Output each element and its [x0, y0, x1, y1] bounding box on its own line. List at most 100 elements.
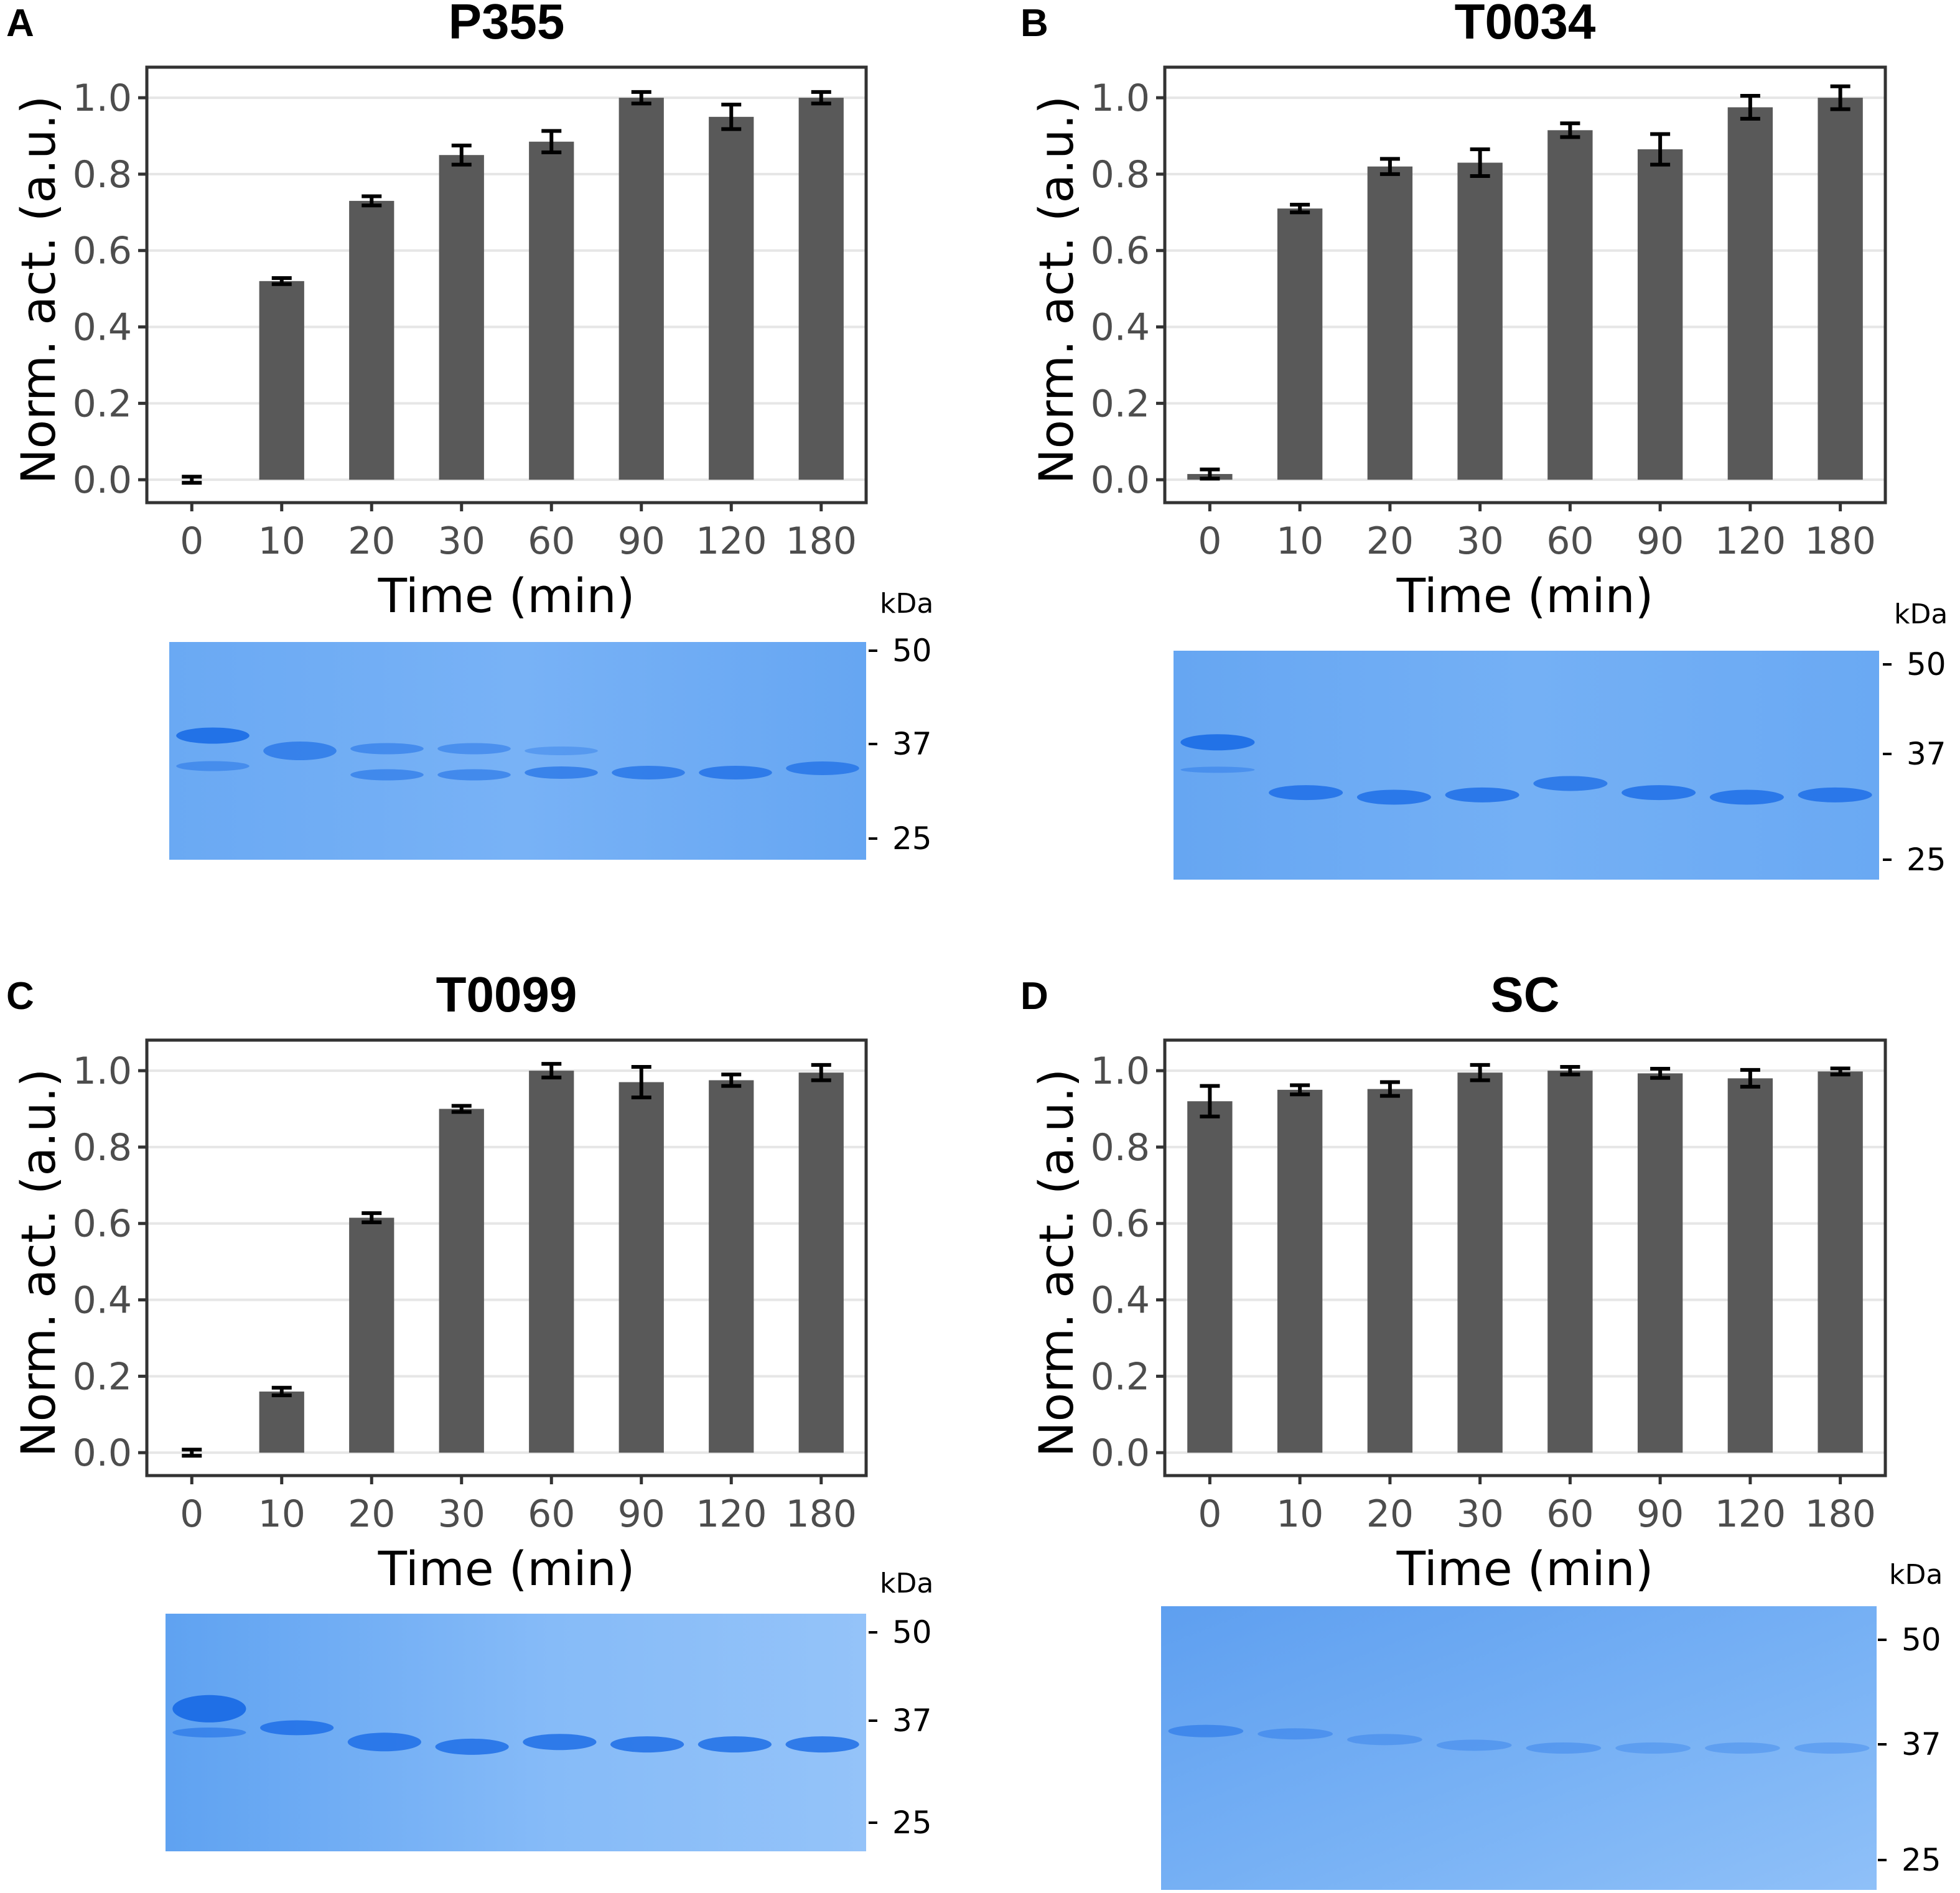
y-tick-label: 0.2: [1091, 382, 1150, 426]
error-bar-10: [271, 276, 292, 286]
y-tick-label: 0.2: [73, 1355, 132, 1398]
x-tick-label: 90: [618, 1492, 665, 1536]
x-tick-label: 30: [1456, 1492, 1503, 1536]
bar-30: [439, 1109, 484, 1453]
x-tick-label: 60: [528, 1492, 575, 1536]
gel-band: [698, 1736, 772, 1753]
x-tick-label: 180: [1804, 519, 1876, 563]
gel-band: [172, 1728, 246, 1737]
x-tick-label: 20: [348, 1492, 395, 1536]
y-tick-label: 1.0: [1091, 1049, 1150, 1093]
x-tick-label: 30: [1456, 519, 1503, 563]
y-tick-label: 1.0: [73, 1049, 132, 1093]
chart-title: T0099: [436, 967, 577, 1022]
error-bar-0: [182, 1448, 202, 1458]
x-axis-label: Time (min): [378, 568, 635, 623]
x-tick-label: 10: [1276, 519, 1323, 563]
y-axis-label: Norm. act. (a.u.): [1029, 1069, 1084, 1457]
y-tick-label: 0.4: [73, 1279, 132, 1323]
y-tick-label: 0.6: [1091, 1202, 1150, 1246]
x-tick-label: 0: [1198, 519, 1221, 563]
chart-title: P355: [449, 0, 565, 49]
bar-90: [618, 98, 664, 480]
y-tick-label: 0.6: [1091, 230, 1150, 273]
panel-letter: B: [1020, 2, 1048, 45]
gel-marker-25: 25: [1902, 1842, 1941, 1878]
bar-90: [1637, 149, 1683, 480]
gel-image: [1161, 1606, 1877, 1890]
plot-frame: [145, 1038, 868, 1477]
error-bar-20: [1379, 157, 1400, 176]
bar-30: [1457, 162, 1503, 480]
error-bar-60: [1560, 121, 1580, 139]
bar-60: [529, 1071, 574, 1453]
gel-band: [1705, 1742, 1780, 1754]
y-axis-label: Norm. act. (a.u.): [11, 96, 66, 484]
error-bar-180: [1830, 84, 1850, 111]
y-tick-label: 0.8: [73, 153, 132, 197]
bar-90: [1637, 1073, 1683, 1453]
bar-60: [529, 141, 574, 480]
gel-band: [1526, 1742, 1602, 1754]
x-tick-label: 90: [1636, 519, 1684, 563]
x-tick-label: 10: [1276, 1492, 1323, 1536]
bar-180: [1818, 98, 1863, 480]
error-bar-180: [1830, 1066, 1850, 1077]
y-tick-label: 0.8: [1091, 1126, 1150, 1170]
error-bar-20: [362, 1211, 382, 1224]
error-bar-0: [1200, 467, 1220, 481]
bar-30: [439, 155, 484, 480]
y-tick-label: 0.4: [73, 306, 132, 350]
bar-90: [618, 1082, 664, 1453]
bar-180: [798, 1072, 844, 1453]
x-tick-label: 20: [348, 519, 395, 563]
gel-band: [523, 1734, 597, 1751]
x-tick-label: 120: [1715, 1492, 1786, 1536]
gel-marker-25: 25: [892, 1805, 932, 1841]
bar-120: [709, 116, 754, 480]
error-bar-30: [451, 1104, 472, 1114]
x-tick-label: 0: [180, 1492, 203, 1536]
chart-title: T0034: [1455, 0, 1596, 49]
panel-letter: C: [6, 975, 34, 1018]
gel-band: [263, 742, 337, 760]
y-tick-label: 0.2: [73, 382, 132, 426]
x-tick-label: 120: [696, 1492, 767, 1536]
x-tick-label: 0: [180, 519, 203, 563]
gel-band: [1709, 789, 1784, 805]
bar-0: [1187, 1101, 1233, 1453]
x-tick-label: 120: [696, 519, 767, 563]
chart-panel-d: D SC 0.0 0.2 0.4 0.6 0.8 1.0 0 10 20 30 60 90 120 180 Ti…: [1020, 967, 1943, 1890]
x-tick-label: 180: [785, 519, 857, 563]
x-tick-label: 10: [258, 1492, 306, 1536]
x-tick-label: 10: [258, 519, 306, 563]
bar-10: [259, 1391, 304, 1453]
gel-band: [1798, 787, 1872, 802]
y-tick-label: 0.0: [73, 1431, 132, 1475]
error-bar-120: [721, 1072, 742, 1088]
gel-marker-25: 25: [892, 821, 932, 857]
gel-marker-37: 37: [892, 726, 932, 762]
gel-band: [176, 727, 250, 744]
x-tick-label: 180: [1804, 1492, 1876, 1536]
gel-band: [1269, 785, 1343, 801]
panel-letter: A: [6, 2, 34, 45]
x-tick-label: 120: [1715, 519, 1786, 563]
gel-band: [612, 766, 685, 779]
gel-band: [260, 1720, 334, 1736]
bar-60: [1547, 1071, 1593, 1453]
gel-band: [525, 766, 598, 779]
bar-20: [1367, 1089, 1413, 1453]
y-tick-label: 0.8: [1091, 153, 1150, 197]
error-bar-90: [631, 90, 651, 106]
gel-band: [172, 1695, 246, 1723]
y-tick-label: 0.2: [1091, 1355, 1150, 1398]
bar-20: [349, 200, 394, 480]
plot-frame: [145, 65, 868, 505]
chart-panel-b: B T0034 0.0 0.2 0.4 0.6 0.8 1.0 0 10 20 30 60 90 120 18…: [1020, 0, 1948, 880]
gel-band: [176, 761, 250, 771]
bar-10: [1277, 208, 1323, 480]
error-bar-90: [1650, 132, 1671, 167]
gel-band: [786, 761, 859, 775]
error-bar-10: [1290, 203, 1310, 215]
